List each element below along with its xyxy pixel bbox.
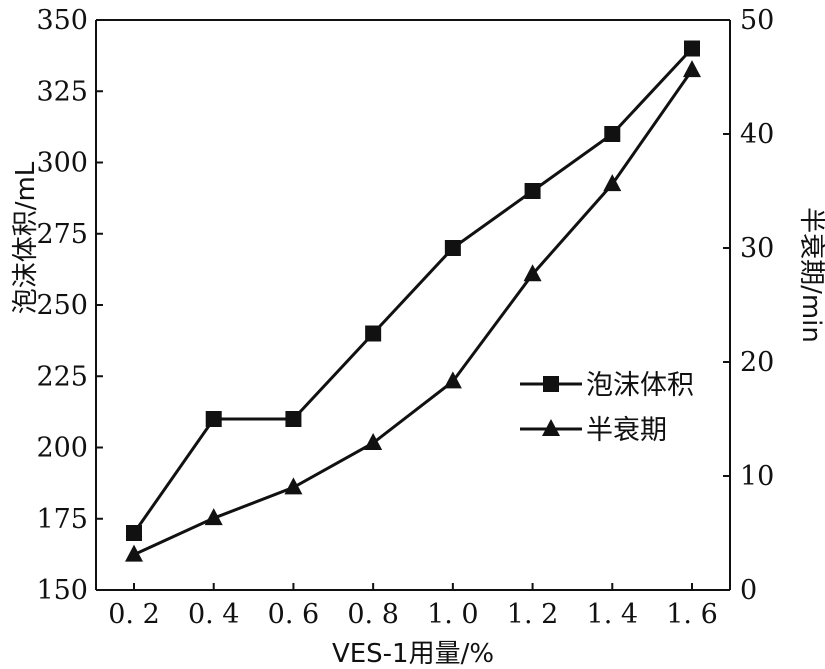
left-tick-label: 150 <box>36 575 88 606</box>
left-tick-label: 325 <box>36 76 88 107</box>
y-axis-right-title: 半衰期/min <box>796 207 825 343</box>
right-axis-ticks: 0 10 20 30 40 50 <box>723 5 774 606</box>
series-layer <box>125 40 701 562</box>
legend-triangle-marker <box>542 419 560 436</box>
left-tick-label: 175 <box>36 504 88 535</box>
legend-label-halflife: 半衰期 <box>586 415 667 446</box>
left-tick-label: 250 <box>36 290 88 321</box>
half-life-point <box>523 264 542 282</box>
half-life-point <box>364 432 383 450</box>
half-life-point <box>443 371 462 389</box>
left-tick-label: 300 <box>36 148 88 179</box>
half-life-point <box>204 508 223 526</box>
half-life-point <box>603 174 622 192</box>
foam-volume-point <box>205 411 222 427</box>
bottom-axis-ticks: 0. 2 0. 4 0. 6 0. 8 1. 0 1. 2 1. 4 1. 6 <box>108 583 718 630</box>
y-axis-left-title: 泡沫体积/mL <box>11 161 41 314</box>
foam-volume-point <box>524 183 541 199</box>
bottom-tick-label: 0. 8 <box>347 599 399 630</box>
right-tick-label: 50 <box>740 5 774 36</box>
right-tick-label: 10 <box>740 461 774 492</box>
x-axis-title: VES-1用量/% <box>332 639 494 669</box>
foam-volume-point <box>365 325 382 342</box>
bottom-tick-label: 0. 6 <box>268 599 320 630</box>
legend: 泡沫体积 半衰期 <box>520 370 694 446</box>
foam-volume-point <box>444 240 461 256</box>
bottom-tick-label: 0. 4 <box>188 599 240 630</box>
legend-label-foam: 泡沫体积 <box>586 370 694 401</box>
half-life-point <box>125 544 143 562</box>
right-tick-label: 40 <box>740 119 774 150</box>
bottom-tick-label: 1. 4 <box>587 599 639 630</box>
bottom-tick-label: 1. 0 <box>427 599 479 630</box>
legend-square-marker <box>543 376 559 392</box>
left-tick-label: 225 <box>36 361 88 392</box>
left-tick-label: 350 <box>36 5 88 36</box>
right-tick-label: 0 <box>740 575 757 606</box>
foam-volume-point <box>285 411 302 427</box>
right-tick-label: 20 <box>740 347 774 378</box>
bottom-tick-label: 0. 2 <box>108 599 160 630</box>
series-line <box>133 69 694 557</box>
bottom-tick-label: 1. 2 <box>507 599 559 630</box>
half-life-point <box>284 477 303 495</box>
bottom-tick-label: 1. 6 <box>666 599 718 630</box>
half-life-point <box>683 60 701 78</box>
right-tick-label: 30 <box>740 233 774 264</box>
series-line <box>132 47 694 534</box>
left-tick-label: 200 <box>36 433 88 464</box>
foam-volume-point <box>604 126 621 142</box>
left-tick-label: 275 <box>36 219 88 250</box>
foam-volume-point <box>684 40 700 57</box>
left-axis-ticks: 150 175 200 225 250 275 300 325 350 <box>36 5 103 606</box>
foam-volume-point <box>126 525 142 541</box>
